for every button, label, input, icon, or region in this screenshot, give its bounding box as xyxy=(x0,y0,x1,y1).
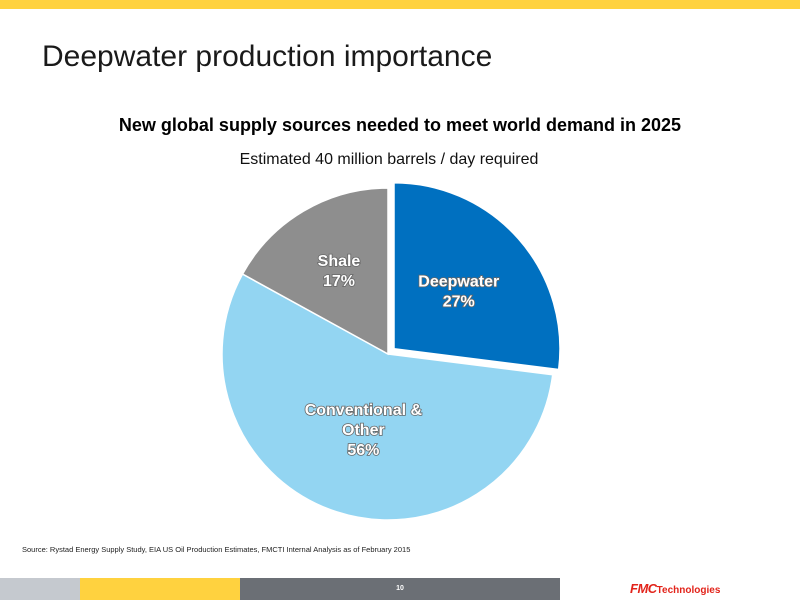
footer-bar-light xyxy=(0,578,80,600)
slice-label-line: 17% xyxy=(323,273,355,290)
footer-bar-yellow xyxy=(80,578,240,600)
slice-label-line: Shale xyxy=(318,253,361,270)
slice-label-line: 56% xyxy=(347,442,379,459)
slice-label-line: Other xyxy=(342,422,385,439)
slice-label-line: Conventional & xyxy=(305,402,423,419)
top-accent-bar xyxy=(0,0,800,9)
page-title: Deepwater production importance xyxy=(42,40,493,73)
chart-subtitle: Estimated 40 million barrels / day requi… xyxy=(239,151,539,168)
pie-slice-0 xyxy=(393,181,561,371)
pie-slice-2 xyxy=(241,187,389,356)
source-note: Source: Rystad Energy Supply Study, EIA … xyxy=(22,545,411,554)
logo-text: Technologies xyxy=(656,585,721,596)
page-number: 10 xyxy=(396,585,404,592)
slice-label-2: Shale 17% xyxy=(318,253,361,290)
pie-slice-1 xyxy=(221,273,554,521)
slice-label-0: Deepwater 27% xyxy=(418,274,499,311)
chart-title: New global supply sources needed to meet… xyxy=(118,115,682,135)
company-logo: FMCTechnologies xyxy=(630,580,720,598)
slice-label-line: Deepwater xyxy=(418,274,499,291)
slice-label-1: Conventional & Other 56% xyxy=(305,402,423,459)
footer-bar-gray xyxy=(240,578,560,600)
logo-mark: FMC xyxy=(630,581,657,596)
slice-label-line: 27% xyxy=(443,294,475,311)
